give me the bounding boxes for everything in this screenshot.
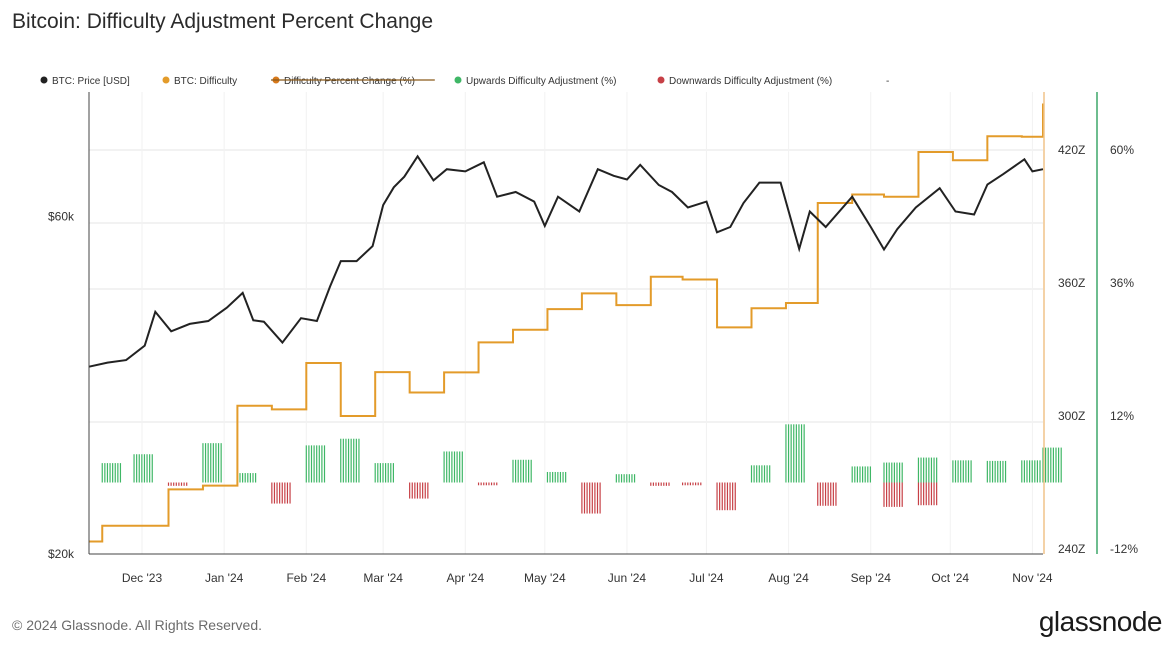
chart-title: Bitcoin: Difficulty Adjustment Percent C… <box>12 10 433 33</box>
legend-item: - <box>886 76 889 87</box>
x-tick-label: Jul '24 <box>689 571 724 585</box>
down-adjustment-bar <box>883 482 903 507</box>
up-adjustment-bar <box>236 473 257 483</box>
up-adjustment-bar <box>374 463 394 483</box>
down-adjustment-bar <box>167 482 188 486</box>
legend-swatch <box>40 76 48 84</box>
up-adjustment-bar <box>305 445 326 483</box>
legend-item: BTC: Difficulty <box>162 76 237 87</box>
legend-swatch <box>162 76 170 84</box>
legend-label: - <box>886 76 889 87</box>
x-tick-label: Oct '24 <box>931 571 969 585</box>
difficulty-tick-label: 420Z <box>1058 143 1085 157</box>
x-tick-label: Aug '24 <box>768 571 809 585</box>
x-tick-label: Apr '24 <box>446 571 484 585</box>
up-adjustment-bar <box>512 459 532 483</box>
legend-label: Upwards Difficulty Adjustment (%) <box>466 76 616 87</box>
legend: BTC: Price [USD] BTC: Difficulty Difficult… <box>40 76 889 87</box>
legend-label: BTC: Price [USD] <box>52 76 130 87</box>
difficulty-tick-label: 300Z <box>1058 409 1085 423</box>
up-adjustment-bar <box>443 451 463 483</box>
legend-swatch <box>657 76 665 84</box>
pct-tick-label: 12% <box>1110 409 1134 423</box>
up-adjustment-bar <box>101 463 122 483</box>
pct-tick-label: 36% <box>1110 276 1134 290</box>
difficulty-line <box>89 103 1044 543</box>
x-tick-label: Dec '23 <box>122 571 163 585</box>
x-tick-label: Nov '24 <box>1012 571 1053 585</box>
down-adjustment-bar <box>681 482 702 486</box>
x-axis-ticks: Dec '23 Jan '24 Feb '24 Mar '24 Apr '24 May '… <box>122 571 1053 585</box>
up-adjustment-bar <box>750 465 771 483</box>
up-adjustment-bar <box>202 443 222 483</box>
down-adjustment-bar <box>477 482 498 486</box>
chart-canvas: BTC: Price [USD] BTC: Difficulty Difficult… <box>40 76 1138 585</box>
x-tick-label: Mar '24 <box>363 571 403 585</box>
legend-label: Difficulty Percent Change (%) <box>284 76 415 87</box>
pct-bars <box>101 424 1062 514</box>
up-adjustment-bar <box>917 457 938 483</box>
down-adjustment-bar <box>271 482 291 504</box>
legend-label: Downwards Difficulty Adjustment (%) <box>669 76 832 87</box>
price-tick-label: $60k <box>48 210 75 224</box>
footer-copyright: © 2024 Glassnode. All Rights Reserved. <box>12 617 263 633</box>
difficulty-tick-label: 240Z <box>1058 542 1085 556</box>
price-tick-label: $20k <box>48 547 75 561</box>
up-adjustment-bar <box>133 454 153 483</box>
legend-label: BTC: Difficulty <box>174 76 237 87</box>
up-adjustment-bar <box>986 460 1007 483</box>
legend-item: BTC: Price [USD] <box>40 76 130 87</box>
x-tick-label: Feb '24 <box>286 571 326 585</box>
pct-tick-label: 60% <box>1110 143 1134 157</box>
down-adjustment-bar <box>817 482 837 506</box>
up-adjustment-bar <box>851 466 872 483</box>
x-tick-label: Jun '24 <box>608 571 647 585</box>
up-adjustment-bar <box>340 438 360 483</box>
down-adjustment-bar <box>409 482 429 499</box>
up-adjustment-bar <box>883 462 903 483</box>
up-adjustment-bar <box>1021 460 1041 483</box>
down-adjustment-bar <box>917 482 938 506</box>
legend-item: Downwards Difficulty Adjustment (%) <box>657 76 832 87</box>
x-tick-label: Sep '24 <box>851 571 892 585</box>
up-adjustment-bar <box>1042 447 1062 483</box>
legend-swatch <box>454 76 462 84</box>
down-adjustment-bar <box>650 482 670 486</box>
legend-item: Difficulty Percent Change (%) <box>271 76 435 87</box>
pct-tick-label: -12% <box>1110 542 1138 556</box>
y-axis-ticks: $60k $20k 420Z 360Z 300Z 240Z 60% 36% 12% -12% <box>48 143 1138 561</box>
x-tick-label: May '24 <box>524 571 566 585</box>
axes <box>88 92 1098 555</box>
price-line <box>88 154 1044 368</box>
up-adjustment-bar <box>952 460 972 483</box>
up-adjustment-bar <box>546 471 567 483</box>
legend-item: Upwards Difficulty Adjustment (%) <box>454 76 616 87</box>
brand-logo: glassnode <box>1038 606 1163 637</box>
down-adjustment-bar <box>716 482 736 511</box>
x-tick-label: Jan '24 <box>205 571 244 585</box>
up-adjustment-bar <box>615 474 636 483</box>
down-adjustment-bar <box>581 482 601 514</box>
up-adjustment-bar <box>785 424 805 483</box>
difficulty-tick-label: 360Z <box>1058 276 1085 290</box>
